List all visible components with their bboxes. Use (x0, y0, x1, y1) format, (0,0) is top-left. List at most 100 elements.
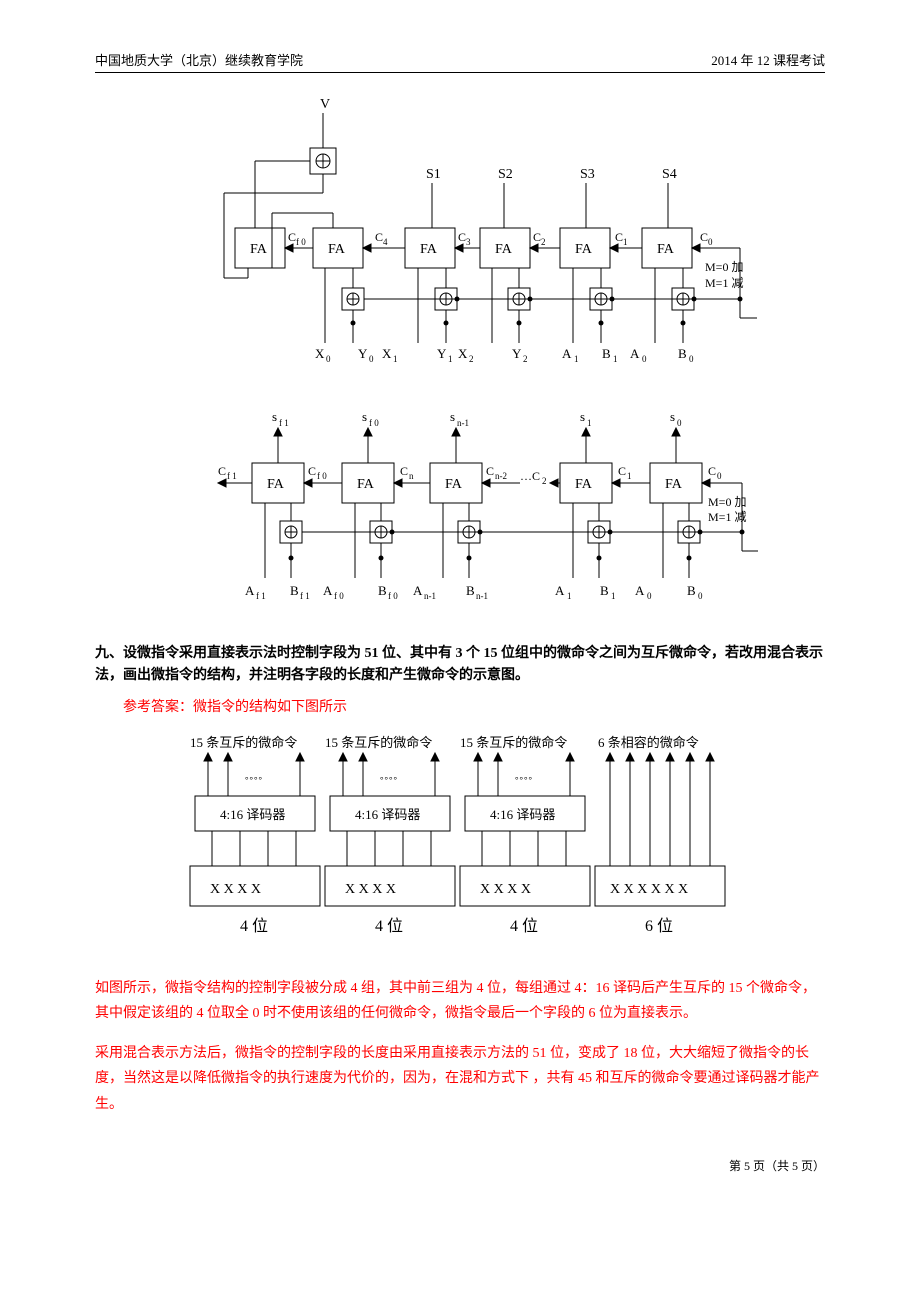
svg-text:n-1: n-1 (424, 591, 436, 601)
svg-text:1: 1 (613, 354, 618, 364)
decoder-group-2: 。。。。 4:16 译码器 (330, 753, 450, 866)
label-s2: S2 (498, 167, 513, 182)
svg-text:s: s (272, 409, 277, 424)
svg-text:X: X (382, 346, 392, 361)
label-s1: S1 (426, 167, 441, 182)
svg-text:4:16 译码器: 4:16 译码器 (220, 807, 285, 822)
svg-text:B: B (600, 583, 609, 598)
svg-text:X X X X X X: X X X X X X (610, 882, 688, 897)
svg-text:A: A (413, 583, 423, 598)
svg-text:4:16 译码器: 4:16 译码器 (355, 807, 420, 822)
svg-text:C: C (400, 464, 408, 478)
svg-text:C: C (615, 230, 623, 244)
svg-text:FA: FA (575, 242, 593, 257)
svg-text:f 0: f 0 (334, 591, 344, 601)
question-9: 九、设微指令采用直接表示法时控制字段为 51 位、其中有 3 个 15 位组中的… (95, 643, 825, 688)
svg-text:C: C (533, 230, 541, 244)
svg-text:s: s (450, 409, 455, 424)
svg-text:2: 2 (542, 476, 547, 486)
svg-text:0: 0 (689, 354, 694, 364)
page-header: 中国地质大学（北京）继续教育学院 2014 年 12 课程考试 (95, 50, 825, 73)
svg-text:15 条互斥的微命令: 15 条互斥的微命令 (325, 735, 432, 750)
svg-text:X X X X: X X X X (480, 882, 531, 897)
svg-text:0: 0 (708, 237, 713, 247)
svg-text:FA: FA (357, 477, 375, 492)
svg-text:s: s (670, 409, 675, 424)
svg-text:1: 1 (567, 591, 572, 601)
svg-text:2: 2 (469, 354, 474, 364)
svg-text:1: 1 (587, 418, 592, 428)
svg-text:。。。。: 。。。。 (515, 771, 538, 781)
svg-text:1: 1 (574, 354, 579, 364)
svg-text:B: B (378, 583, 387, 598)
svg-text:C: C (308, 464, 316, 478)
svg-text:FA: FA (445, 477, 463, 492)
svg-text:M=1 减: M=1 减 (705, 276, 743, 290)
svg-text:f 0: f 0 (388, 591, 398, 601)
svg-text:。。。。: 。。。。 (380, 771, 403, 781)
svg-text:1: 1 (623, 237, 628, 247)
svg-text:FA: FA (420, 242, 438, 257)
svg-text:X: X (458, 346, 468, 361)
svg-text:n-1: n-1 (476, 591, 488, 601)
svg-text:Y: Y (437, 346, 447, 361)
svg-text:C: C (618, 464, 626, 478)
label-s4: S4 (662, 167, 677, 182)
svg-text:f 0: f 0 (296, 237, 306, 247)
diagram-adder-bottom: sf 1 sf 0 sn-1 s1 s0 FA FA FA FA FA Cf 1… (160, 403, 760, 623)
svg-text:C: C (288, 230, 296, 244)
decoder-group-3: 。。。。 4:16 译码器 (465, 753, 585, 866)
svg-text:4: 4 (383, 237, 388, 247)
svg-text:B: B (687, 583, 696, 598)
answer-paragraph-2: 采用混合表示方法后，微指令的控制字段的长度由采用直接表示方法的 51 位，变成了… (95, 1041, 825, 1117)
svg-text:A: A (323, 583, 333, 598)
header-left: 中国地质大学（北京）继续教育学院 (95, 50, 303, 69)
page-footer: 第 5 页（共 5 页） (95, 1157, 825, 1174)
svg-text:B: B (290, 583, 299, 598)
svg-text:f 1: f 1 (300, 591, 310, 601)
svg-text:f 1: f 1 (279, 418, 289, 428)
svg-text:0: 0 (647, 591, 652, 601)
svg-text:15 条互斥的微命令: 15 条互斥的微命令 (460, 735, 567, 750)
svg-text:4 位: 4 位 (375, 917, 403, 935)
decoder-group-1: 。。。。 4:16 译码器 (195, 753, 315, 866)
svg-text:C: C (708, 464, 716, 478)
svg-text:15 条互斥的微命令: 15 条互斥的微命令 (190, 735, 297, 750)
svg-text:FA: FA (657, 242, 675, 257)
svg-text:M=1 减: M=1 减 (708, 510, 746, 524)
svg-text:X X X X: X X X X (210, 882, 261, 897)
svg-text:n-2: n-2 (495, 471, 507, 481)
diagram-microinstruction: 15 条互斥的微命令 15 条互斥的微命令 15 条互斥的微命令 6 条相容的微… (170, 731, 750, 956)
svg-text:C: C (700, 230, 708, 244)
svg-text:A: A (562, 346, 572, 361)
svg-text:FA: FA (267, 477, 285, 492)
svg-text:n: n (409, 471, 414, 481)
svg-text:f 0: f 0 (317, 471, 327, 481)
svg-text:A: A (630, 346, 640, 361)
answer-paragraph-1: 如图所示，微指令结构的控制字段被分成 4 组，其中前三组为 4 位，每组通过 4… (95, 976, 825, 1026)
svg-text:0: 0 (369, 354, 374, 364)
svg-text:A: A (635, 583, 645, 598)
svg-text:4 位: 4 位 (240, 917, 268, 935)
svg-text:1: 1 (448, 354, 453, 364)
svg-text:A: A (555, 583, 565, 598)
svg-text:0: 0 (677, 418, 682, 428)
page: 中国地质大学（北京）继续教育学院 2014 年 12 课程考试 V S1 S2 … (0, 0, 920, 1214)
svg-text:2: 2 (523, 354, 528, 364)
svg-text:1: 1 (627, 471, 632, 481)
svg-text:Y: Y (358, 346, 368, 361)
svg-text:Y: Y (512, 346, 522, 361)
svg-text:1: 1 (393, 354, 398, 364)
svg-text:f 1: f 1 (227, 471, 237, 481)
svg-text:6 条相容的微命令: 6 条相容的微命令 (598, 735, 699, 750)
svg-text:C: C (458, 230, 466, 244)
svg-text:A: A (245, 583, 255, 598)
svg-text:…C: …C (520, 469, 540, 483)
svg-text:2: 2 (541, 237, 546, 247)
label-v: V (320, 97, 330, 112)
svg-text:FA: FA (575, 477, 593, 492)
label-s3: S3 (580, 167, 595, 182)
answer-label: 参考答案：微指令的结构如下图所示 (95, 696, 825, 716)
svg-text:s: s (580, 409, 585, 424)
svg-text:FA: FA (250, 242, 268, 257)
